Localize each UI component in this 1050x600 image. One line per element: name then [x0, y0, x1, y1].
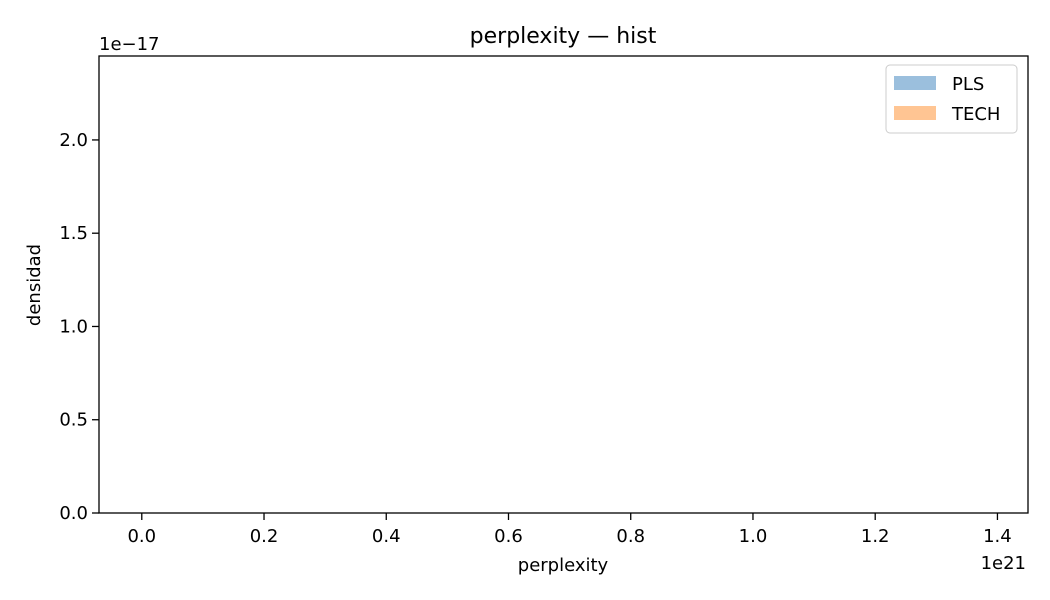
x-tick-label: 0.8 [616, 526, 645, 547]
x-tick-label: 1.4 [983, 526, 1012, 547]
x-offset-text: 1e21 [981, 553, 1026, 574]
x-tick-label: 0.2 [250, 526, 279, 547]
x-tick-label: 0.4 [372, 526, 401, 547]
legend-label-pls: PLS [952, 74, 984, 95]
y-tick-label: 1.5 [59, 223, 88, 244]
y-tick-label: 0.0 [59, 503, 88, 524]
y-axis: 0.0 0.5 1.0 1.5 2.0 [59, 130, 99, 524]
legend-label-tech: TECH [951, 104, 1000, 125]
x-tick-label: 0.0 [127, 526, 156, 547]
x-tick-label: 0.6 [494, 526, 523, 547]
x-tick-label: 1.0 [739, 526, 768, 547]
legend: PLS TECH [885, 64, 1018, 134]
y-tick-label: 2.0 [59, 130, 88, 151]
x-axis: 0.0 0.2 0.4 0.6 0.8 1.0 1.2 1.4 [127, 513, 1012, 547]
x-axis-label: perplexity [518, 555, 609, 576]
y-tick-label: 1.0 [59, 316, 88, 337]
y-axis-label: densidad [24, 244, 45, 326]
y-offset-text: 1e−17 [99, 34, 160, 55]
y-tick-label: 0.5 [59, 410, 88, 431]
legend-swatch-tech [894, 106, 936, 120]
plot-area [98, 55, 1029, 514]
x-tick-label: 1.2 [861, 526, 890, 547]
legend-swatch-pls [894, 76, 936, 90]
chart-title: perplexity — hist [470, 24, 657, 49]
